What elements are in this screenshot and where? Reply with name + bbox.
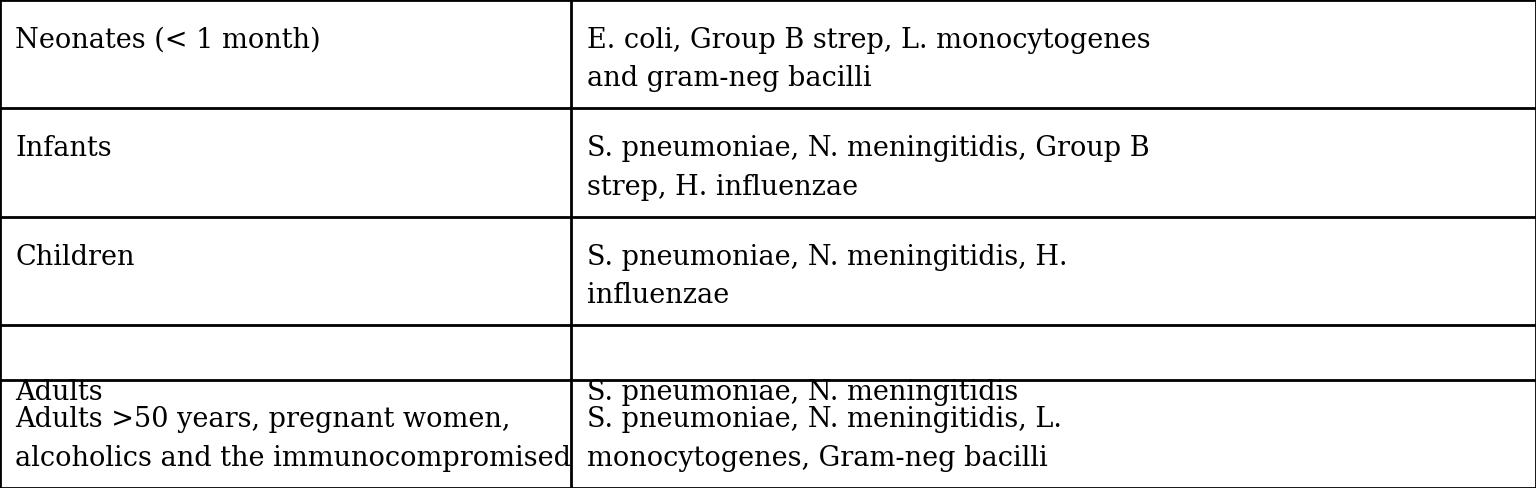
Text: Adults >50 years, pregnant women,
alcoholics and the immunocompromised: Adults >50 years, pregnant women, alcoho… xyxy=(15,407,571,472)
Text: Adults: Adults xyxy=(15,379,103,406)
Text: Infants: Infants xyxy=(15,135,112,163)
Text: S. pneumoniae, N. meningitidis, Group B
strep, H. influenzae: S. pneumoniae, N. meningitidis, Group B … xyxy=(587,135,1149,201)
Text: S. pneumoniae, N. meningitidis: S. pneumoniae, N. meningitidis xyxy=(587,379,1018,406)
Text: S. pneumoniae, N. meningitidis, L.
monocytogenes, Gram-neg bacilli: S. pneumoniae, N. meningitidis, L. monoc… xyxy=(587,407,1061,472)
Text: Neonates (< 1 month): Neonates (< 1 month) xyxy=(15,27,321,54)
Text: E. coli, Group B strep, L. monocytogenes
and gram-neg bacilli: E. coli, Group B strep, L. monocytogenes… xyxy=(587,27,1150,92)
Text: Children: Children xyxy=(15,244,135,271)
Text: S. pneumoniae, N. meningitidis, H.
influenzae: S. pneumoniae, N. meningitidis, H. influ… xyxy=(587,244,1068,309)
